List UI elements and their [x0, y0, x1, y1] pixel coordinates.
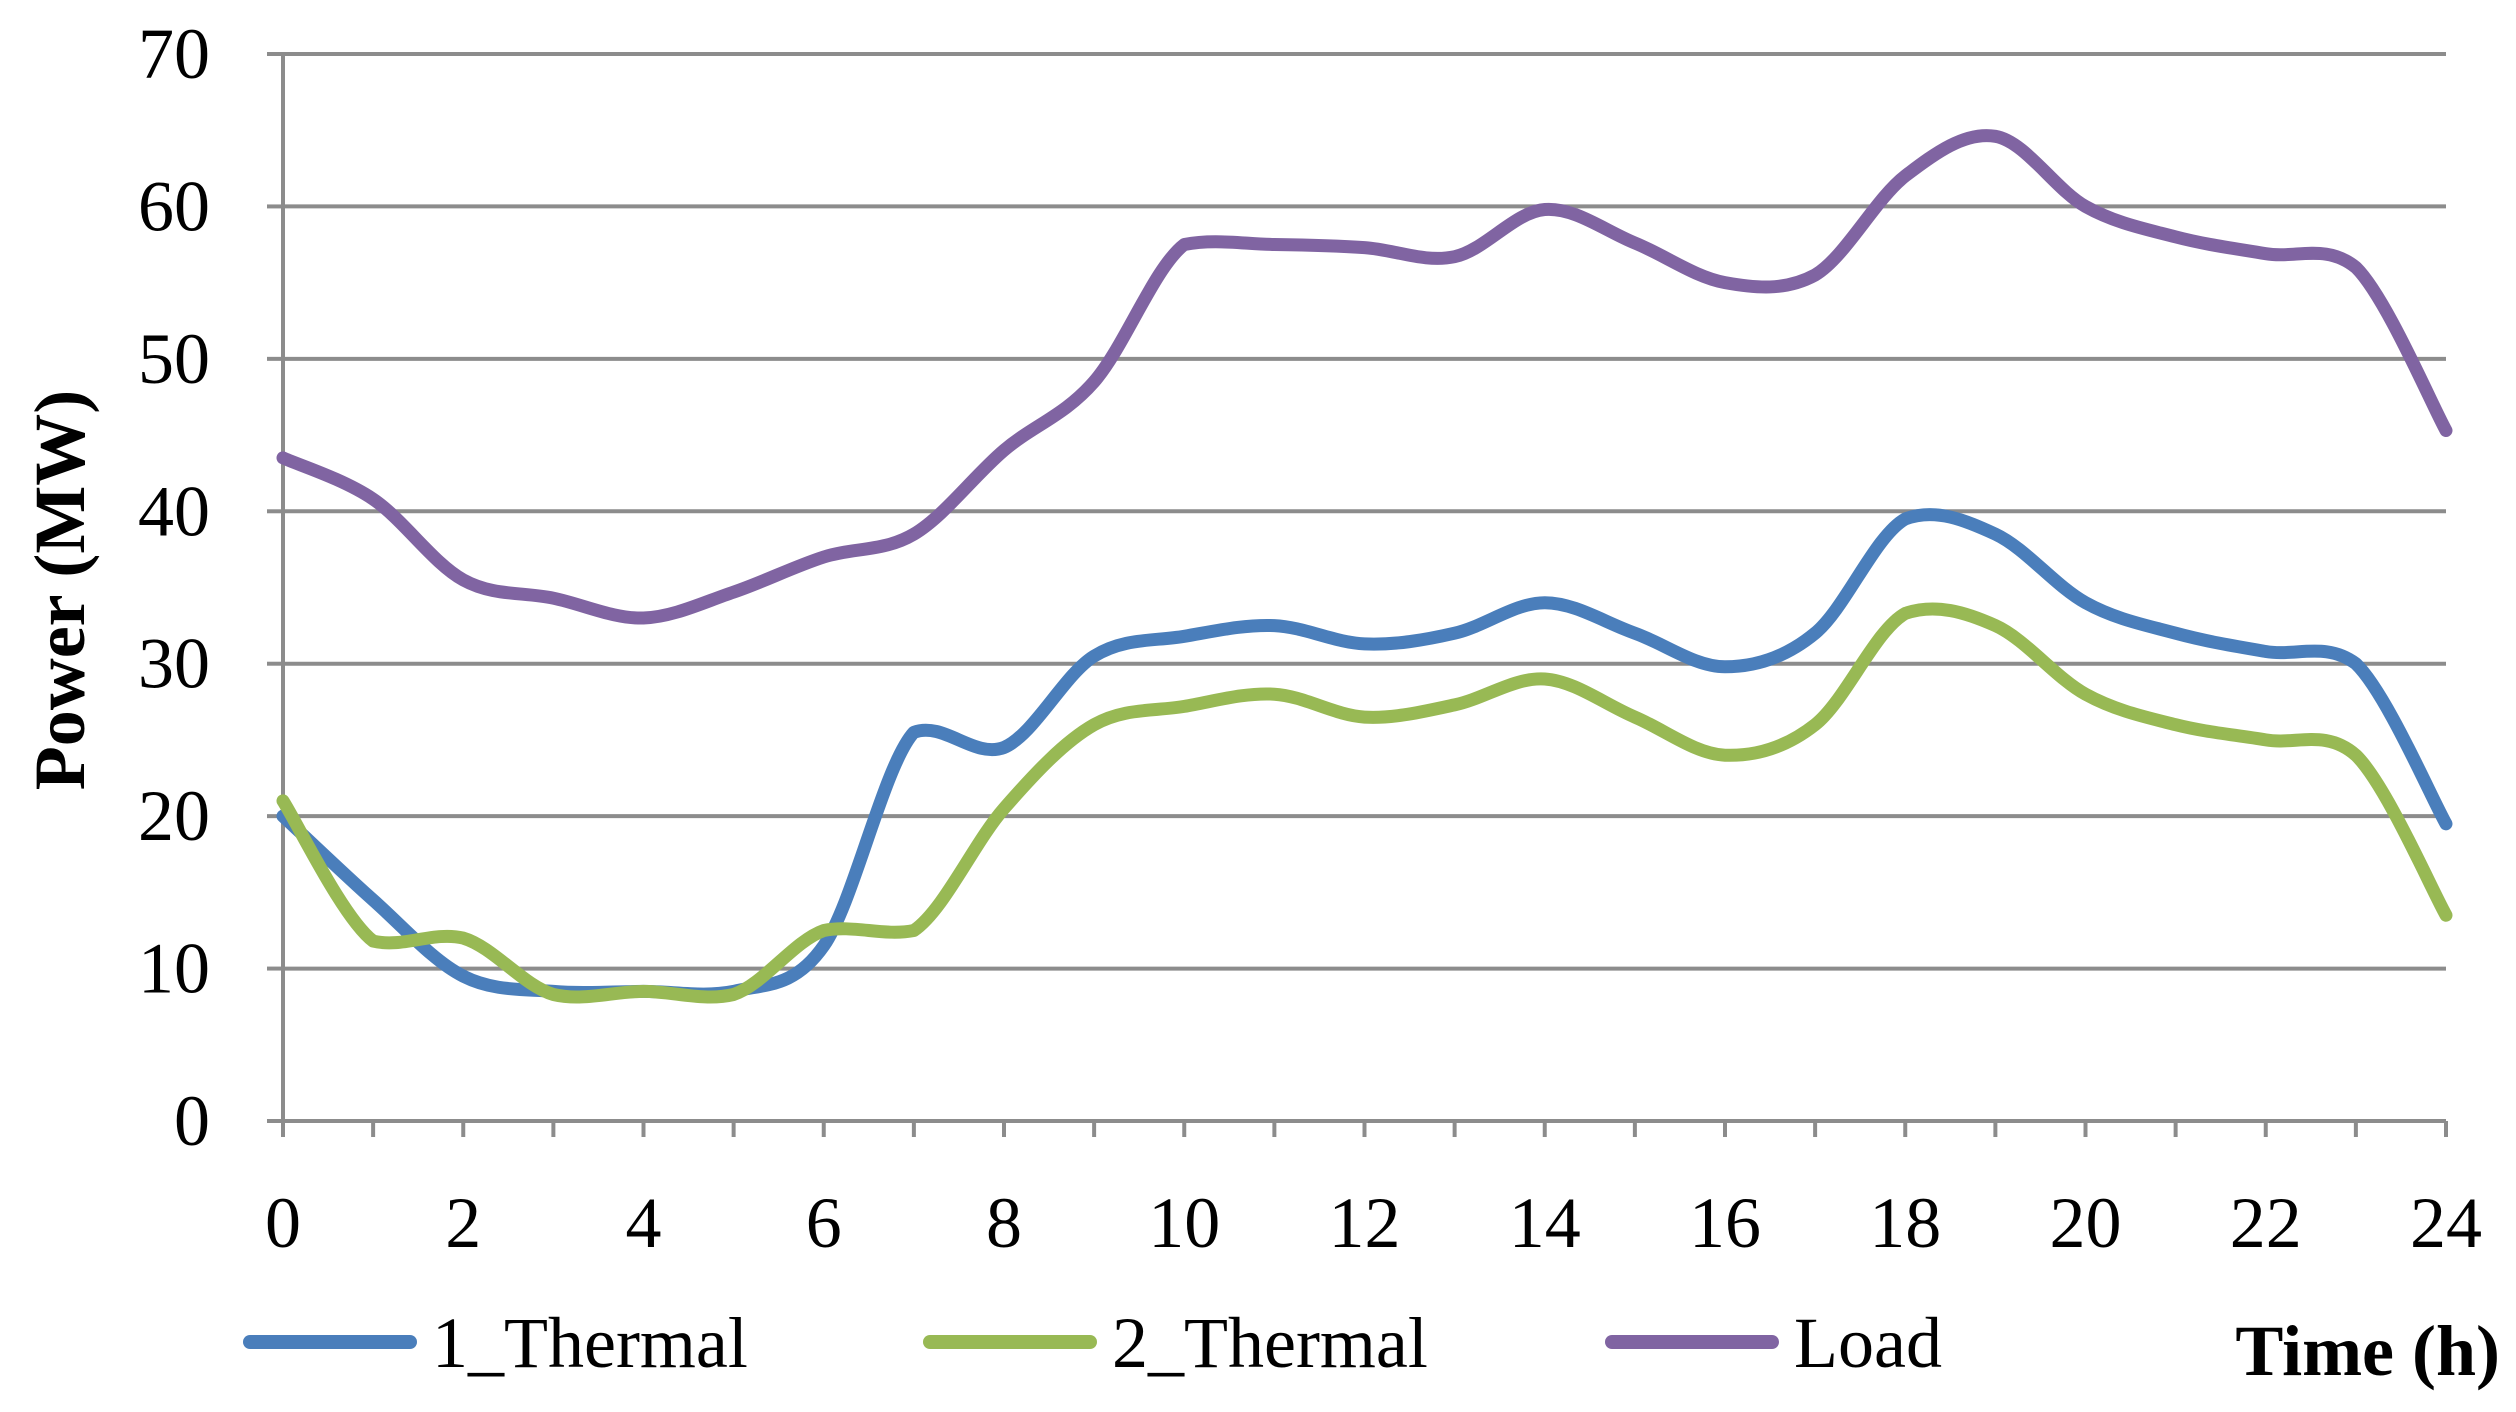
x-tick-label-18: 18: [1869, 1183, 1941, 1263]
gridlines: [283, 52, 2446, 971]
y-tick-label-40: 40: [138, 471, 210, 551]
y-axis-title: Power (MW): [20, 390, 100, 791]
x-tick-label-12: 12: [1329, 1183, 1401, 1263]
x-tick-label-4: 4: [626, 1183, 662, 1263]
x-tick-labels: 0 2 4 6 8 10 12 14 16 18 20 22 24: [265, 1183, 2482, 1263]
y-tick-label-20: 20: [138, 776, 210, 856]
x-tick-label-14: 14: [1509, 1183, 1581, 1263]
x-tick-label-8: 8: [986, 1183, 1022, 1263]
x-tick-label-20: 20: [2050, 1183, 2122, 1263]
x-axis-title: Time (h): [2235, 1311, 2500, 1391]
y-tick-labels: 0 10 20 30 40 50 60 70: [138, 14, 210, 1161]
x-tick-label-2: 2: [445, 1183, 481, 1263]
series-lines: [276, 129, 2453, 1004]
y-tick-label-70: 70: [138, 14, 210, 94]
y-tick-label-50: 50: [138, 319, 210, 399]
legend-label-load: Load: [1794, 1303, 1942, 1383]
legend-label-1-thermal: 1_Thermal: [432, 1303, 748, 1383]
x-tick-label-24: 24: [2410, 1183, 2482, 1263]
series-line-2-thermal: [276, 602, 2453, 1004]
y-tick-label-10: 10: [138, 929, 210, 1009]
series-line-1-thermal: [276, 508, 2453, 1001]
series-line-load: [276, 129, 2453, 625]
x-tick-label-6: 6: [806, 1183, 842, 1263]
x-tick-label-22: 22: [2230, 1183, 2302, 1263]
axes: [267, 52, 2448, 1137]
x-tick-label-0: 0: [265, 1183, 301, 1263]
x-tick-label-10: 10: [1148, 1183, 1220, 1263]
y-tick-label-60: 60: [138, 166, 210, 246]
y-tick-label-0: 0: [174, 1081, 210, 1161]
legend-label-2-thermal: 2_Thermal: [1112, 1303, 1428, 1383]
x-tick-label-16: 16: [1689, 1183, 1761, 1263]
y-tick-label-30: 30: [138, 624, 210, 704]
legend: 1_Thermal 2_Thermal Load: [243, 1303, 1942, 1383]
